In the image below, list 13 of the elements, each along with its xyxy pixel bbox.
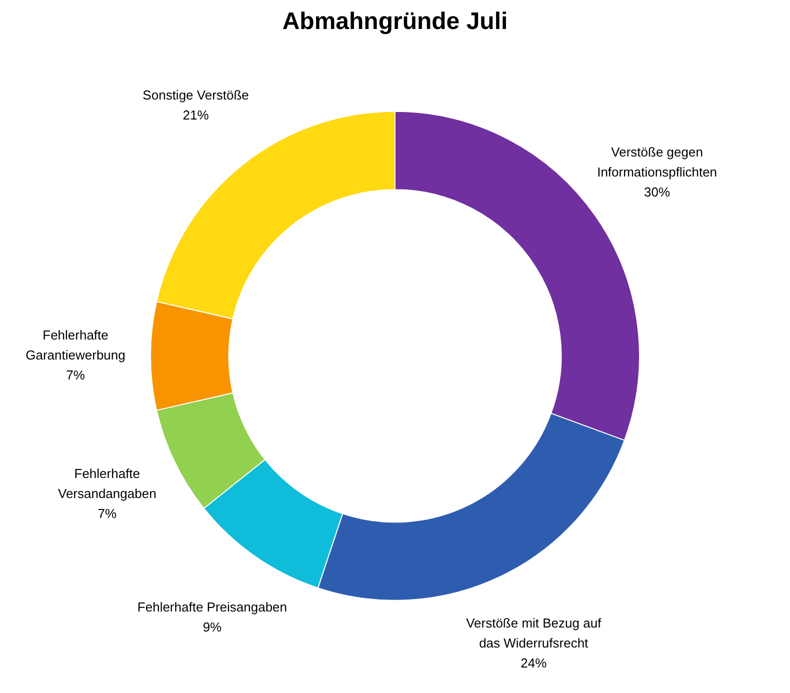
slice-label: Verstöße mit Bezug auf das Widerrufsrecht (466, 615, 602, 650)
data-label: 7% (66, 367, 86, 382)
slice-label: Fehlerhafte Preisangaben (137, 600, 288, 615)
data-label: 21% (182, 108, 210, 123)
slice-label: Fehlerhafte Garantiewerbung (26, 327, 126, 362)
chart-title: Abmahngründe Juli (282, 8, 508, 36)
slice-label: Verstöße gegen Informationspflichten (597, 144, 718, 180)
data-label: 30% (644, 184, 670, 200)
data-label: 24% (520, 655, 548, 670)
data-label: 9% (202, 620, 222, 635)
slice-label: Sonstige Verstöße (142, 88, 249, 103)
slice-label: Fehlerhafte Versandangaben (58, 466, 156, 502)
data-label: 7% (98, 506, 117, 522)
